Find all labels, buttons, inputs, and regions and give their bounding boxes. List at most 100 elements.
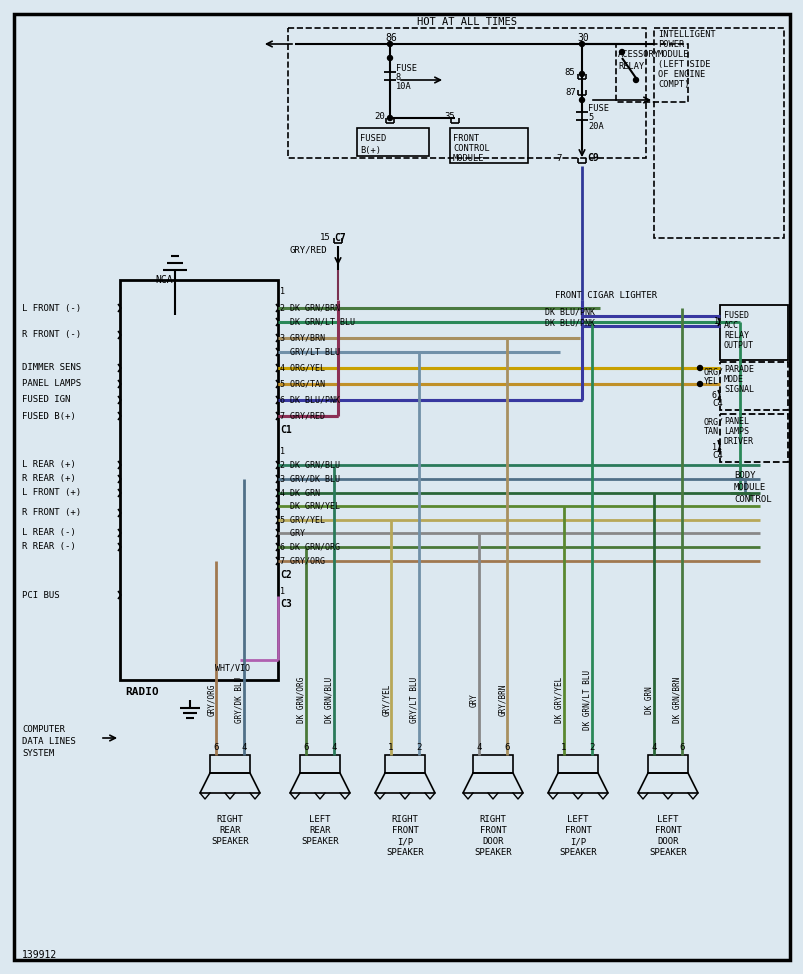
Circle shape bbox=[579, 97, 584, 102]
Text: SPEAKER: SPEAKER bbox=[559, 848, 596, 857]
Bar bbox=[120, 280, 278, 680]
Text: PANEL LAMPS: PANEL LAMPS bbox=[22, 380, 81, 389]
Text: DK GRN/ORG: DK GRN/ORG bbox=[296, 677, 306, 723]
Text: 4: 4 bbox=[475, 742, 481, 752]
Text: R FRONT (-): R FRONT (-) bbox=[22, 330, 81, 340]
Text: GRY/YEL: GRY/YEL bbox=[381, 684, 390, 716]
Text: OF ENGINE: OF ENGINE bbox=[657, 69, 704, 79]
Bar bbox=[615, 44, 687, 102]
Text: 10A: 10A bbox=[396, 82, 411, 91]
Text: I/P: I/P bbox=[569, 838, 585, 846]
Text: MODULE: MODULE bbox=[657, 50, 689, 58]
Text: R REAR (-): R REAR (-) bbox=[22, 543, 75, 551]
Text: LAMPS: LAMPS bbox=[723, 428, 748, 436]
Text: SPEAKER: SPEAKER bbox=[648, 848, 686, 857]
Text: DIMMER SENS: DIMMER SENS bbox=[22, 363, 81, 372]
Text: ORG/: ORG/ bbox=[703, 367, 723, 377]
Text: ORG/: ORG/ bbox=[703, 418, 723, 427]
Text: PANEL: PANEL bbox=[723, 418, 748, 427]
Text: 6: 6 bbox=[213, 742, 218, 752]
Text: DRIVER: DRIVER bbox=[723, 437, 753, 446]
Text: B(+): B(+) bbox=[360, 145, 381, 155]
Text: PCI BUS: PCI BUS bbox=[22, 590, 59, 600]
Text: 35: 35 bbox=[443, 111, 454, 121]
Bar bbox=[357, 128, 429, 156]
Text: FUSE: FUSE bbox=[396, 63, 417, 72]
Text: 6: 6 bbox=[503, 742, 509, 752]
Text: GRY/LT BLU: GRY/LT BLU bbox=[279, 348, 340, 356]
Text: LEFT: LEFT bbox=[309, 815, 330, 825]
Circle shape bbox=[697, 365, 702, 370]
Text: 4: 4 bbox=[650, 742, 656, 752]
Text: C7: C7 bbox=[333, 233, 345, 243]
Text: 5: 5 bbox=[587, 113, 593, 122]
Text: FUSE: FUSE bbox=[587, 103, 608, 113]
Text: 1: 1 bbox=[560, 742, 566, 752]
Text: FRONT CIGAR LIGHTER: FRONT CIGAR LIGHTER bbox=[554, 290, 656, 299]
Text: FUSED B(+): FUSED B(+) bbox=[22, 411, 75, 421]
Text: (LEFT SIDE: (LEFT SIDE bbox=[657, 59, 710, 68]
Text: MODULE: MODULE bbox=[733, 482, 765, 492]
Text: 6: 6 bbox=[679, 742, 684, 752]
Text: NCA: NCA bbox=[155, 275, 173, 285]
Text: 15: 15 bbox=[320, 234, 330, 243]
Text: R REAR (+): R REAR (+) bbox=[22, 474, 75, 483]
Text: FRONT: FRONT bbox=[564, 827, 591, 836]
Bar bbox=[653, 28, 783, 238]
Circle shape bbox=[387, 42, 392, 47]
Text: DK GRN/LT BLU: DK GRN/LT BLU bbox=[279, 318, 355, 326]
Text: LEFT: LEFT bbox=[567, 815, 588, 825]
Text: 5 GRY/YEL: 5 GRY/YEL bbox=[279, 515, 324, 525]
Text: 20: 20 bbox=[373, 111, 385, 121]
Text: LEFT: LEFT bbox=[656, 815, 678, 825]
Text: 139912: 139912 bbox=[22, 950, 57, 960]
Text: FRONT: FRONT bbox=[479, 827, 506, 836]
Bar bbox=[719, 362, 787, 410]
Circle shape bbox=[619, 50, 624, 55]
Text: PARADE: PARADE bbox=[723, 365, 753, 374]
Text: 1: 1 bbox=[388, 742, 393, 752]
Text: CONTROL: CONTROL bbox=[733, 495, 771, 504]
Text: INTELLIGENT: INTELLIGENT bbox=[657, 29, 715, 39]
Text: REAR: REAR bbox=[309, 827, 330, 836]
Text: 2: 2 bbox=[416, 742, 421, 752]
Text: 87: 87 bbox=[565, 88, 575, 96]
Text: HOT AT ALL TIMES: HOT AT ALL TIMES bbox=[417, 17, 516, 27]
Text: RELAY: RELAY bbox=[618, 61, 643, 70]
Text: R FRONT (+): R FRONT (+) bbox=[22, 508, 81, 517]
Text: C4: C4 bbox=[711, 451, 722, 460]
Text: FUSED: FUSED bbox=[360, 133, 385, 142]
Text: 7 GRY/RED: 7 GRY/RED bbox=[279, 411, 324, 421]
Text: DK GRN/LT BLU: DK GRN/LT BLU bbox=[582, 670, 591, 730]
Circle shape bbox=[633, 78, 638, 83]
Text: 3 GRY/DK BLU: 3 GRY/DK BLU bbox=[279, 474, 340, 483]
Text: DOOR: DOOR bbox=[656, 838, 678, 846]
Text: 4 ORG/YEL: 4 ORG/YEL bbox=[279, 363, 324, 372]
Text: DK GRN/BRN: DK GRN/BRN bbox=[672, 677, 681, 723]
Text: 1: 1 bbox=[279, 287, 284, 296]
Text: 4 DK GRN: 4 DK GRN bbox=[279, 489, 320, 498]
Text: L REAR (-): L REAR (-) bbox=[22, 529, 75, 538]
Bar bbox=[472, 755, 512, 773]
Text: ACC: ACC bbox=[723, 320, 738, 329]
Text: COMPUTER: COMPUTER bbox=[22, 726, 65, 734]
Text: CONTROL: CONTROL bbox=[452, 143, 489, 153]
Text: DK BLU/PNK: DK BLU/PNK bbox=[544, 308, 594, 317]
Text: GRY/DK BLU: GRY/DK BLU bbox=[234, 677, 243, 723]
Text: 4: 4 bbox=[241, 742, 247, 752]
Text: MODULE: MODULE bbox=[452, 154, 484, 163]
Text: 4: 4 bbox=[331, 742, 336, 752]
Text: SPEAKER: SPEAKER bbox=[211, 838, 248, 846]
Text: MODE: MODE bbox=[723, 376, 743, 385]
Text: RIGHT: RIGHT bbox=[391, 815, 418, 825]
Bar bbox=[557, 755, 597, 773]
Text: 3 GRY/BRN: 3 GRY/BRN bbox=[279, 333, 324, 343]
Text: 1: 1 bbox=[279, 587, 284, 596]
Text: FUSED IGN: FUSED IGN bbox=[22, 395, 71, 404]
Text: 6 DK BLU/PNK: 6 DK BLU/PNK bbox=[279, 395, 340, 404]
Text: DK GRN: DK GRN bbox=[644, 686, 653, 714]
Text: 2 DK GRN/BRN: 2 DK GRN/BRN bbox=[279, 304, 340, 313]
Text: I/P: I/P bbox=[397, 838, 413, 846]
Text: C2: C2 bbox=[279, 570, 291, 580]
Text: SPEAKER: SPEAKER bbox=[301, 838, 338, 846]
